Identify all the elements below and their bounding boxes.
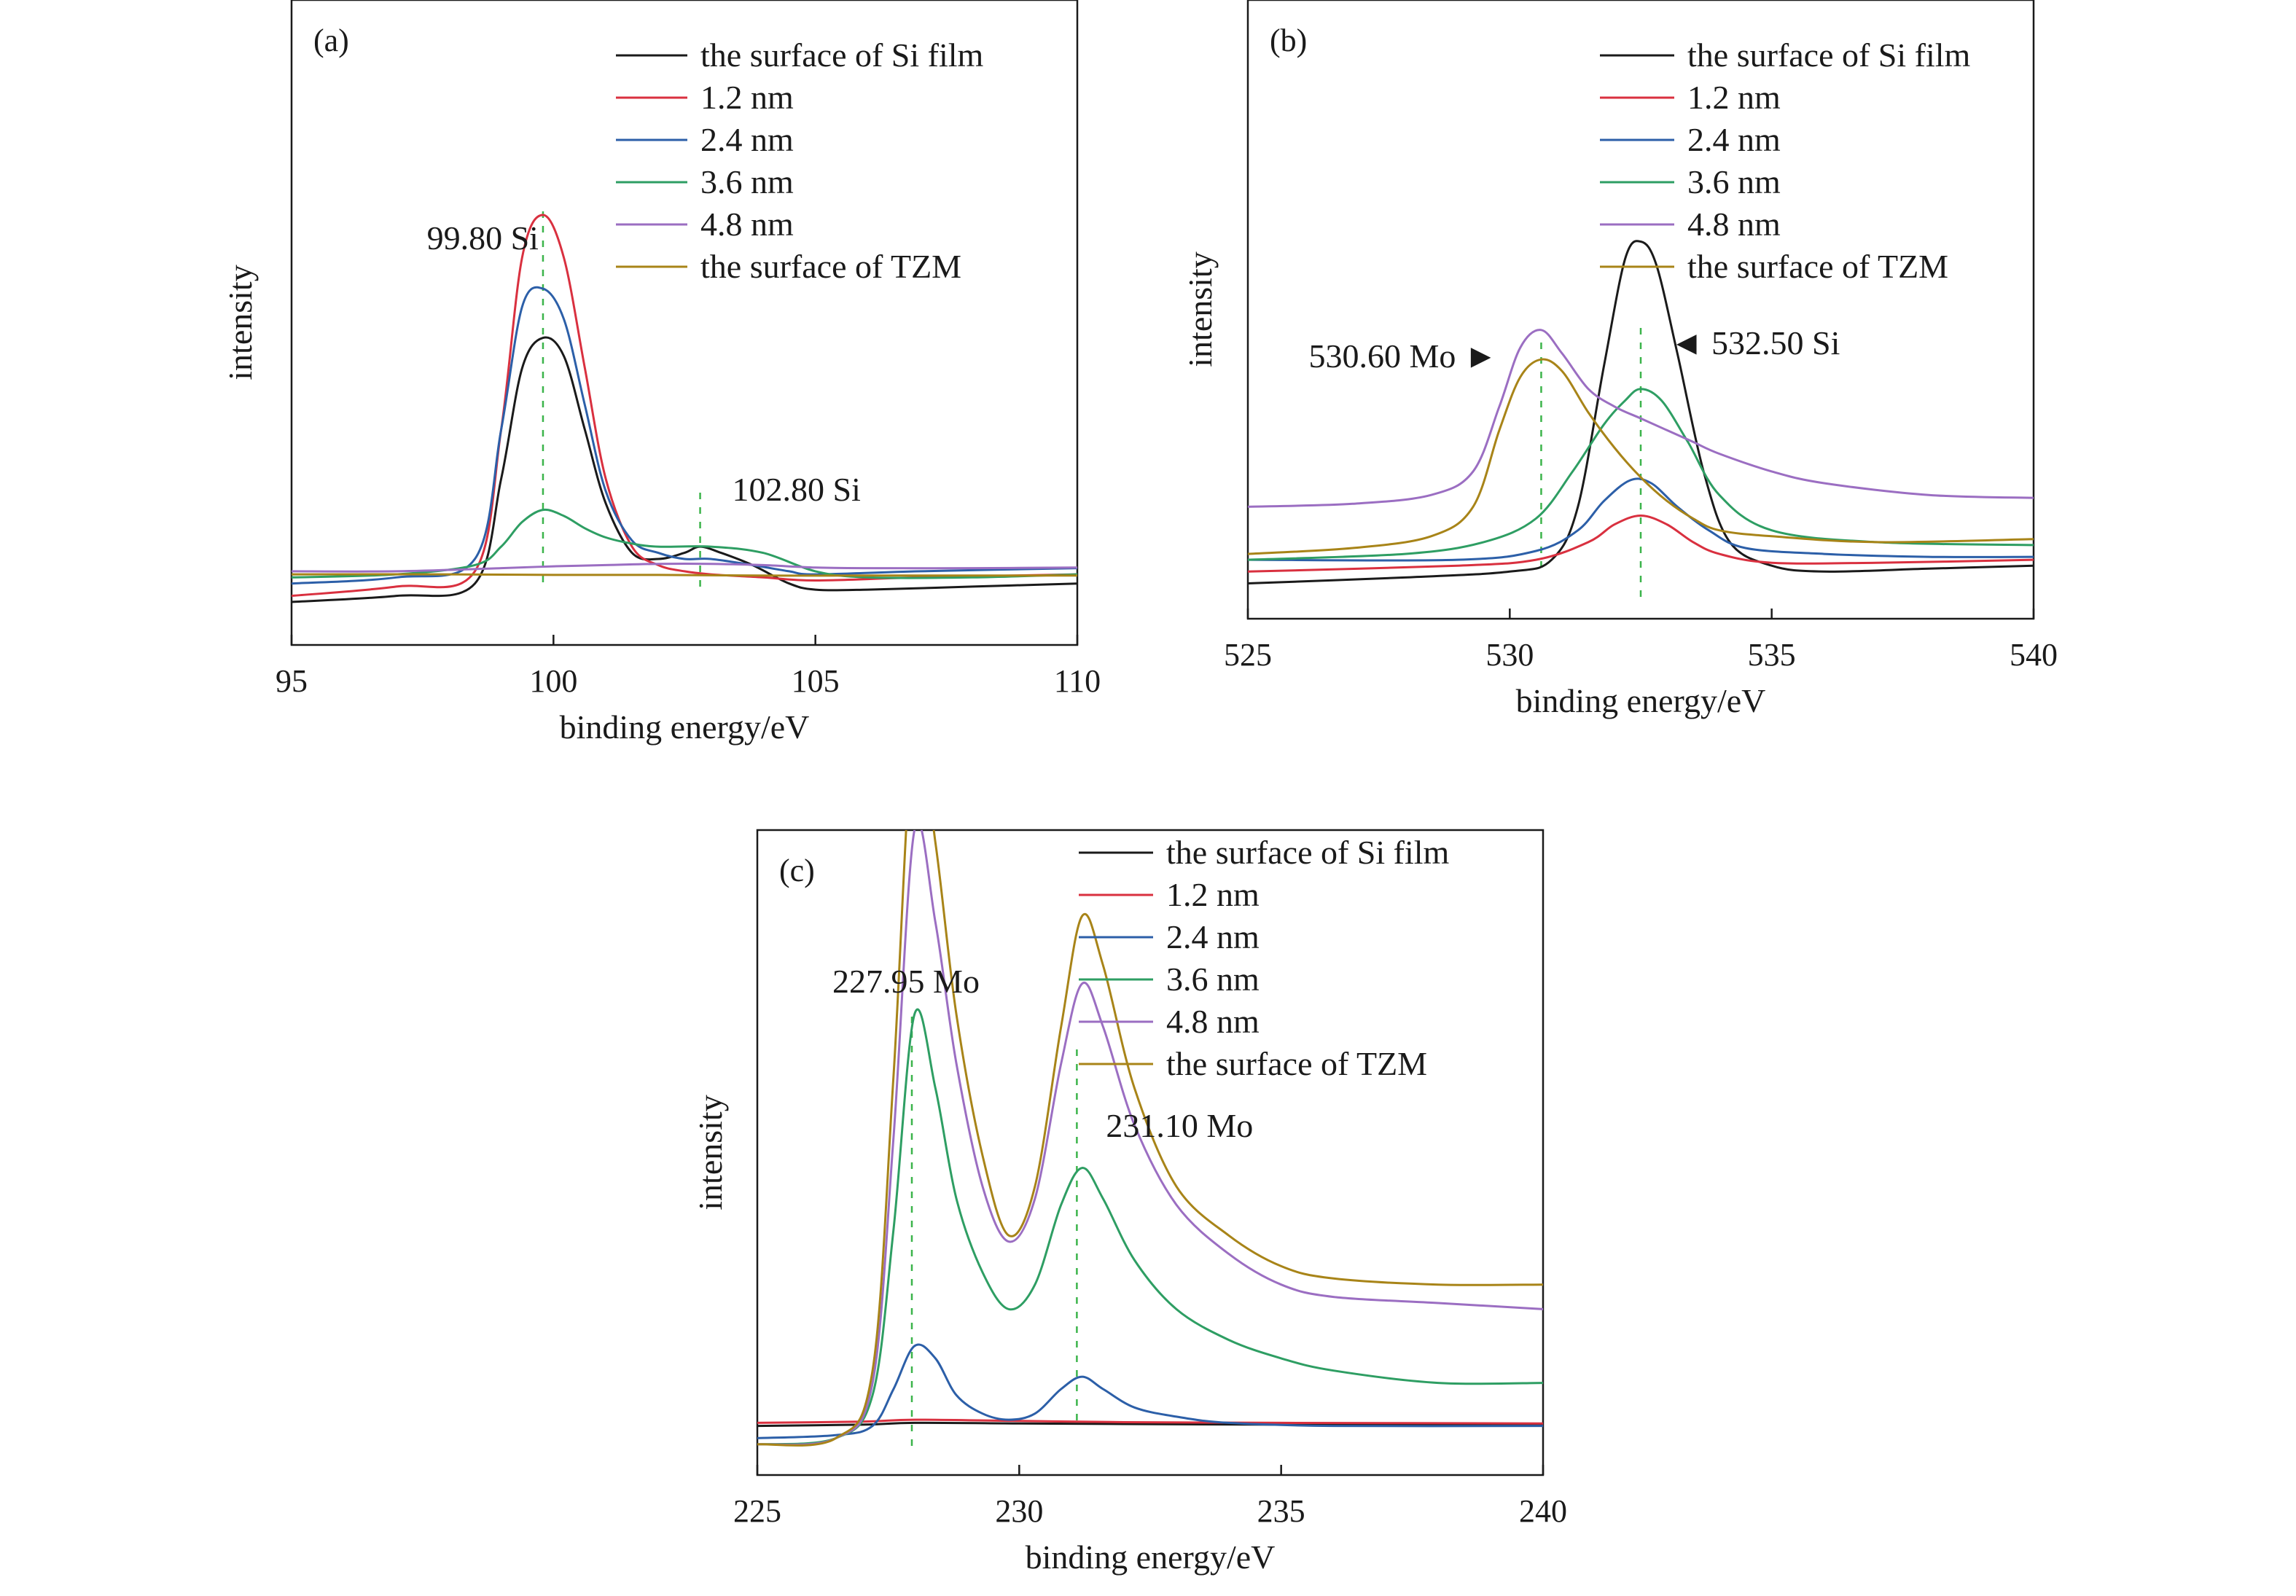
- series-line-1-2-nm: [1248, 515, 2034, 573]
- legend: the surface of Si film 1.2 nm 2.4 nm 3.6 nm…: [616, 36, 984, 285]
- peak-annotation: 530.60 Mo ►: [1309, 337, 1498, 375]
- x-tick-label: 240: [1519, 1493, 1567, 1529]
- legend: the surface of Si film 1.2 nm 2.4 nm 3.6 nm…: [1079, 834, 1450, 1082]
- x-tick-label: 225: [733, 1493, 781, 1529]
- series-line-the-surface-of-tzm: [757, 830, 1543, 1447]
- plot-frame: [1246, 0, 2035, 620]
- series-line-the-surface-of-tzm: [292, 573, 1077, 577]
- peak-annotation: ◄ 532.50 Si: [1670, 324, 1840, 361]
- legend-label: 2.4 nm: [700, 121, 794, 158]
- series-line-3-6-nm: [757, 1008, 1543, 1446]
- panel-a: 95 100 105 110 binding energy/eV intensity (a)…: [222, 0, 1101, 746]
- legend: the surface of Si film 1.2 nm 2.4 nm 3.6 nm…: [1600, 36, 1971, 285]
- x-axis-label: binding energy/eV: [1026, 1538, 1276, 1576]
- peak-annotation: 99.80 Si: [427, 219, 539, 257]
- x-tick-label: 525: [1224, 637, 1272, 673]
- plot-frame: [290, 0, 1079, 646]
- legend-label: 2.4 nm: [1687, 121, 1781, 158]
- series-group: [1248, 240, 2034, 584]
- series-line-2-4-nm: [292, 286, 1077, 585]
- series-line-4-8-nm: [757, 830, 1543, 1446]
- series-line-the-surface-of-tzm: [1248, 358, 2034, 555]
- series-line-2-4-nm: [1248, 477, 2034, 562]
- legend-label: 3.6 nm: [1687, 163, 1781, 200]
- peak-annotation: 231.10 Mo: [1106, 1107, 1253, 1144]
- series-line-4-8-nm: [292, 563, 1077, 573]
- x-tick-label: 95: [276, 663, 308, 699]
- legend-label: 1.2 nm: [700, 79, 794, 116]
- series-line-3-6-nm: [1248, 388, 2034, 561]
- series-line-2-4-nm: [757, 1343, 1543, 1439]
- legend-label: 3.6 nm: [700, 163, 794, 200]
- legend-label: the surface of Si film: [1166, 834, 1450, 871]
- legend-label: 2.4 nm: [1166, 918, 1260, 955]
- x-tick-label: 530: [1485, 637, 1534, 673]
- y-axis-label: intensity: [222, 265, 259, 380]
- series-group: [292, 214, 1077, 603]
- legend-label: the surface of Si film: [1687, 36, 1971, 74]
- x-tick-label: 230: [995, 1493, 1043, 1529]
- legend-label: 3.6 nm: [1166, 961, 1260, 998]
- legend-label: the surface of TZM: [700, 248, 961, 285]
- x-tick-label: 535: [1748, 637, 1796, 673]
- x-tick-label: 105: [792, 663, 840, 699]
- legend-label: 4.8 nm: [1166, 1003, 1260, 1040]
- legend-label: the surface of TZM: [1687, 248, 1948, 285]
- series-line-4-8-nm: [1248, 329, 2034, 508]
- series-line-the-surface-of-si-film: [757, 1421, 1543, 1428]
- x-tick-label: 235: [1257, 1493, 1305, 1529]
- x-tick-label: 540: [2010, 637, 2058, 673]
- legend-label: the surface of TZM: [1166, 1045, 1427, 1082]
- peak-annotation: 227.95 Mo: [832, 963, 980, 1000]
- series-line-1-2-nm: [757, 1418, 1543, 1425]
- series-line-the-surface-of-si-film: [1248, 240, 2034, 584]
- x-axis-label: binding energy/eV: [1516, 682, 1766, 719]
- legend-label: 1.2 nm: [1687, 79, 1781, 116]
- legend-label: 1.2 nm: [1166, 876, 1260, 913]
- y-axis-label: intensity: [1182, 251, 1219, 367]
- series-line-3-6-nm: [292, 508, 1077, 579]
- panel-label: (a): [313, 23, 349, 58]
- legend-label: the surface of Si film: [700, 36, 984, 74]
- series-line-the-surface-of-si-film: [292, 336, 1077, 603]
- series-line-1-2-nm: [292, 214, 1077, 598]
- panel-label: (b): [1270, 23, 1307, 58]
- x-tick-label: 100: [529, 663, 577, 699]
- legend-label: 4.8 nm: [1687, 206, 1781, 243]
- y-axis-label: intensity: [692, 1095, 729, 1210]
- panel-c: 225 230 235 240 binding energy/eV intensity (c…: [692, 829, 1567, 1576]
- x-axis-label: binding energy/eV: [560, 708, 810, 746]
- legend-label: 4.8 nm: [700, 206, 794, 243]
- series-group: [757, 830, 1543, 1447]
- peak-annotation: 102.80 Si: [733, 471, 861, 508]
- x-tick-label: 110: [1054, 663, 1101, 699]
- plot-frame: [756, 829, 1545, 1476]
- panel-label: (c): [779, 853, 815, 888]
- panel-b: 525 530 535 540 binding energy/eV intensity (b…: [1182, 0, 2058, 719]
